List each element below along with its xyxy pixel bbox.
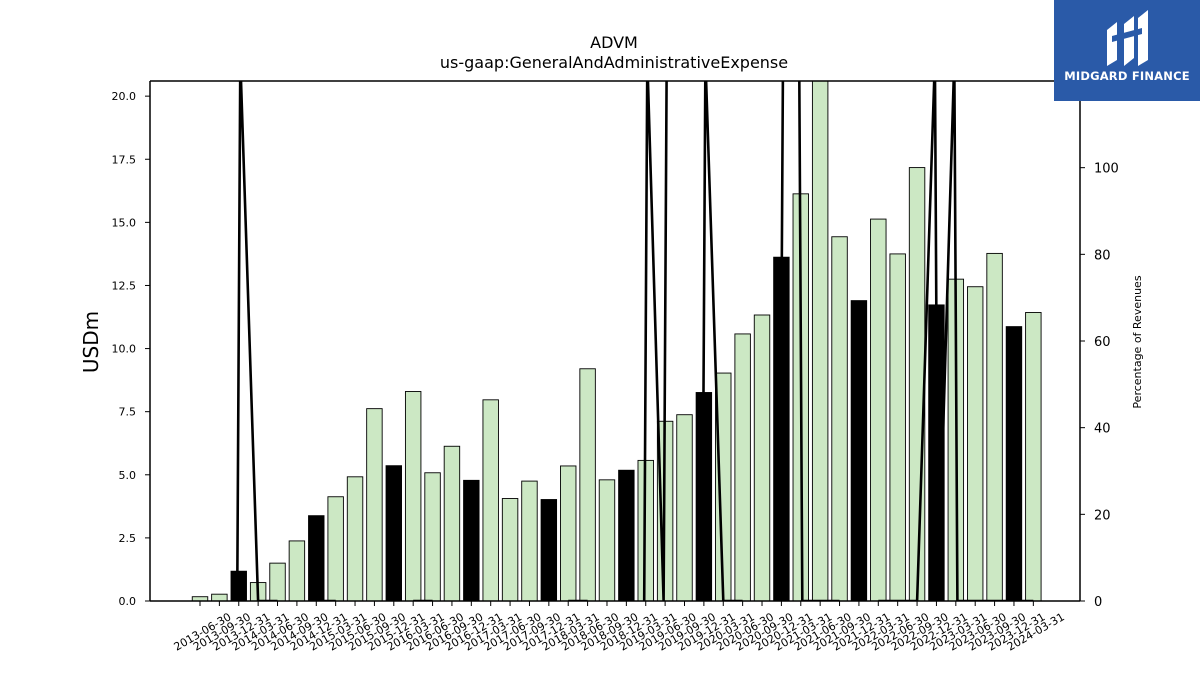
percentage-line-segment <box>701 81 743 601</box>
bar <box>211 593 228 602</box>
y2-tick-label: 100 <box>1094 162 1119 177</box>
bar <box>540 499 558 602</box>
bar <box>560 465 577 602</box>
bar <box>753 314 771 602</box>
y2-tick-label: 20 <box>1094 508 1111 523</box>
percentage-line-segment <box>235 81 278 601</box>
bar <box>676 414 693 602</box>
bar <box>308 515 325 602</box>
y-tick-label: 2.5 <box>119 532 137 545</box>
y-tick-label: 5.0 <box>119 469 137 482</box>
bar <box>288 540 306 602</box>
y-tick-label: 10.0 <box>112 343 137 356</box>
bar <box>230 570 247 602</box>
bar <box>501 498 519 602</box>
y-tick-label: 7.5 <box>119 406 137 419</box>
y-tick-label: 12.5 <box>112 279 137 292</box>
bar <box>404 391 422 602</box>
bar <box>1005 326 1023 602</box>
bar <box>831 236 848 602</box>
bar <box>734 333 751 602</box>
bar <box>366 408 383 602</box>
y-tick-label: 0.0 <box>119 595 137 608</box>
bar-series <box>191 80 1042 602</box>
midgard-logo-icon <box>1107 10 1148 66</box>
bar <box>424 472 441 602</box>
bar <box>850 300 868 602</box>
bar <box>346 476 364 602</box>
y2-axis-label: Percentage of Revenues <box>1131 275 1144 408</box>
y-axis-label: USDm <box>79 311 103 373</box>
bar <box>967 286 984 602</box>
chart-subtitle: us-gaap:GeneralAndAdministrativeExpense <box>440 53 788 72</box>
axes: 0.0 2.5 5.0 7.5 10.0 12.5 15.0 17.5 20.0 0 20 40 60 8… <box>112 80 1119 654</box>
bar <box>269 562 286 602</box>
y-tick-label: 20.0 <box>112 90 137 103</box>
bar <box>1025 312 1042 602</box>
bar <box>618 469 635 602</box>
y2-tick-label: 0 <box>1094 595 1102 610</box>
bar <box>811 80 829 602</box>
bar <box>482 399 499 602</box>
percentage-line-segment <box>642 81 668 601</box>
bar <box>908 167 926 602</box>
bar <box>521 480 538 602</box>
brand-logo: MIDGARD FINANCE <box>1054 0 1200 101</box>
percentage-line-segment <box>778 81 840 601</box>
y2-tick-label: 40 <box>1094 422 1111 437</box>
percentage-line <box>235 81 1034 601</box>
y-tick-label: 17.5 <box>112 153 137 166</box>
brand-name: MIDGARD FINANCE <box>1064 69 1190 83</box>
chart-title: ADVM <box>590 33 638 52</box>
y2-tick-label: 60 <box>1094 335 1111 350</box>
y2-tick-label: 80 <box>1094 248 1111 263</box>
bar <box>889 253 906 602</box>
bar <box>870 218 887 602</box>
bar <box>327 496 344 602</box>
bar <box>579 368 596 602</box>
y-tick-label: 15.0 <box>112 216 137 229</box>
bar <box>443 445 461 602</box>
bar <box>463 479 480 602</box>
bar <box>598 479 616 602</box>
bar <box>986 252 1003 602</box>
bar <box>385 465 402 602</box>
